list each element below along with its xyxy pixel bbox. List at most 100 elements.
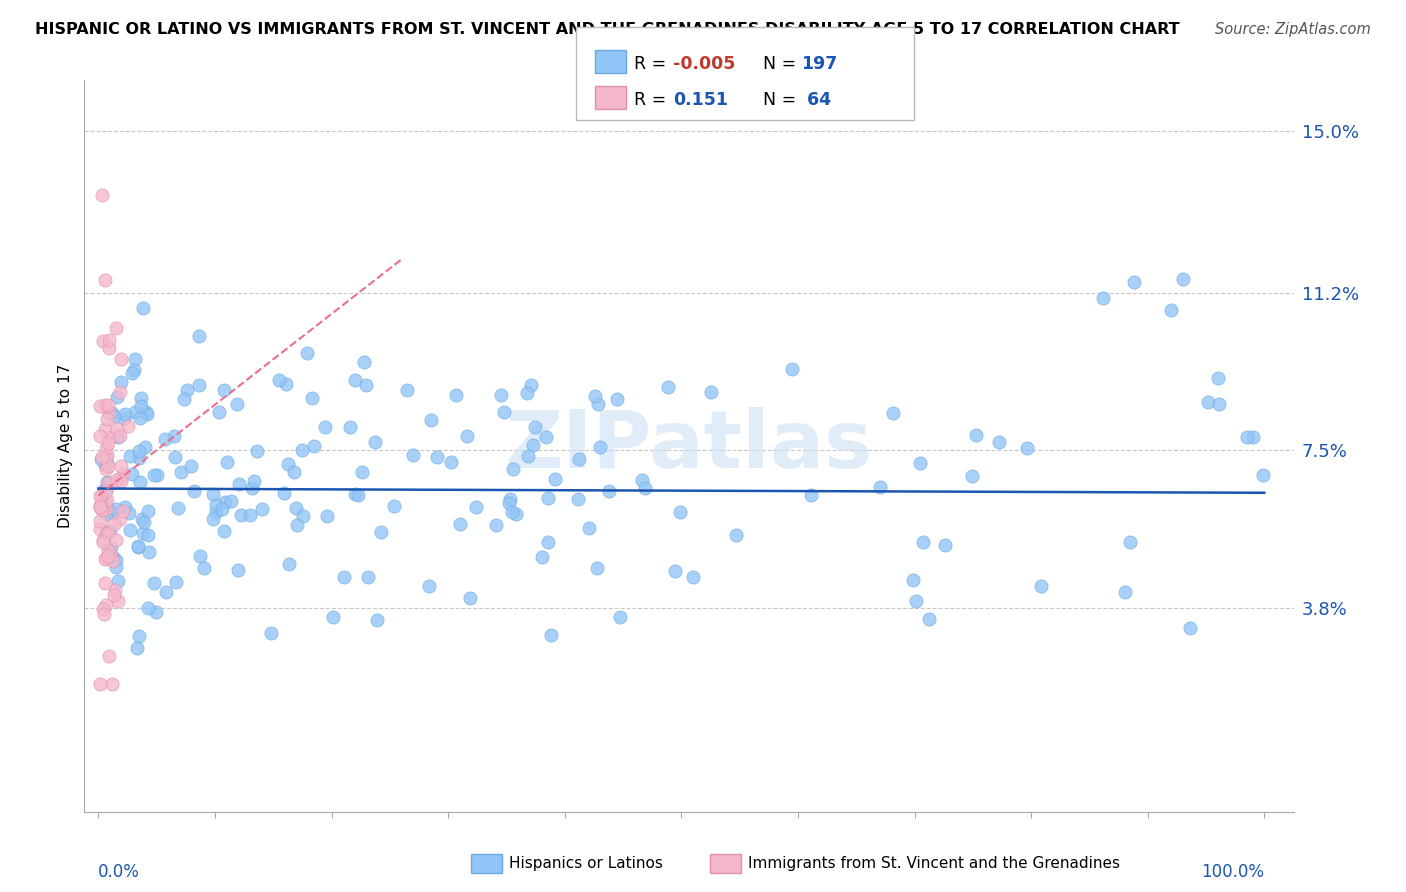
Point (965, 428, 987, 442)
Point (682, 570, 704, 584)
Point (128, 629, 150, 643)
Point (131, 511, 153, 525)
Point (1253, 468, 1275, 483)
Point (91, 535, 114, 549)
Point (97, 543, 120, 558)
Point (98, 524, 121, 538)
Point (101, 554, 124, 568)
Point (1178, 621, 1201, 635)
Point (353, 355, 375, 369)
Point (96, 412, 118, 426)
Point (1241, 430, 1264, 444)
Point (104, 583, 127, 598)
Point (105, 553, 128, 567)
Point (446, 388, 468, 402)
Point (128, 451, 150, 466)
Point (107, 574, 129, 588)
Point (193, 560, 215, 574)
Point (314, 420, 336, 434)
Point (155, 584, 177, 599)
Point (1206, 371, 1229, 385)
Point (110, 375, 132, 389)
Point (118, 506, 141, 520)
Point (165, 575, 187, 590)
Point (292, 508, 315, 523)
Point (94, 398, 117, 412)
Point (1015, 441, 1038, 455)
Point (440, 455, 463, 469)
Point (98, 430, 121, 444)
Point (124, 351, 146, 366)
Text: N =: N = (763, 55, 803, 73)
Point (89, 399, 111, 413)
Point (112, 467, 135, 481)
Point (657, 380, 679, 394)
Point (589, 440, 612, 454)
Point (96, 462, 118, 476)
Point (485, 517, 508, 532)
Point (114, 408, 136, 422)
Text: 0.0%: 0.0% (98, 863, 141, 880)
Point (204, 498, 226, 512)
Point (108, 512, 131, 526)
Point (201, 486, 224, 500)
Point (136, 504, 159, 518)
Point (94, 273, 117, 287)
Point (586, 397, 609, 411)
Text: R =: R = (634, 91, 672, 109)
Point (105, 391, 128, 405)
Point (108, 472, 131, 486)
Point (112, 410, 135, 425)
Point (117, 419, 139, 434)
Point (97, 549, 120, 564)
Point (333, 569, 356, 583)
Point (211, 502, 233, 516)
Point (100, 548, 122, 562)
Point (94, 551, 117, 566)
Point (869, 480, 891, 494)
Point (1208, 397, 1230, 411)
Point (908, 456, 931, 470)
Point (269, 373, 291, 387)
Point (669, 505, 692, 519)
Point (606, 392, 628, 406)
Point (934, 538, 956, 552)
Point (135, 404, 157, 418)
Point (143, 576, 166, 591)
Point (395, 383, 418, 397)
Point (246, 443, 269, 458)
Point (89, 500, 111, 515)
Point (128, 443, 150, 458)
Point (498, 495, 520, 509)
Point (114, 500, 136, 515)
Point (1119, 534, 1142, 549)
Point (904, 594, 927, 608)
Point (118, 523, 141, 537)
Point (188, 329, 211, 343)
Point (89, 677, 111, 691)
Point (339, 420, 361, 434)
Point (501, 504, 523, 518)
Text: Immigrants from St. Vincent and the Grenadines: Immigrants from St. Vincent and the Gren… (748, 856, 1121, 871)
Point (107, 594, 129, 608)
Point (1236, 430, 1258, 444)
Text: HISPANIC OR LATINO VS IMMIGRANTS FROM ST. VINCENT AND THE GRENADINES DISABILITY : HISPANIC OR LATINO VS IMMIGRANTS FROM ST… (35, 22, 1180, 37)
Point (103, 409, 125, 423)
Point (104, 321, 127, 335)
Point (188, 549, 211, 563)
Point (631, 473, 654, 487)
Point (228, 563, 250, 577)
Point (522, 437, 544, 451)
Point (163, 429, 186, 443)
Point (108, 385, 131, 400)
Point (89, 500, 111, 514)
Point (277, 457, 299, 471)
Point (219, 494, 242, 508)
Point (90, 188, 112, 202)
Point (135, 407, 157, 421)
Point (134, 441, 156, 455)
Point (98, 333, 121, 347)
Point (202, 512, 225, 526)
Point (97, 476, 120, 491)
Point (1092, 291, 1115, 305)
